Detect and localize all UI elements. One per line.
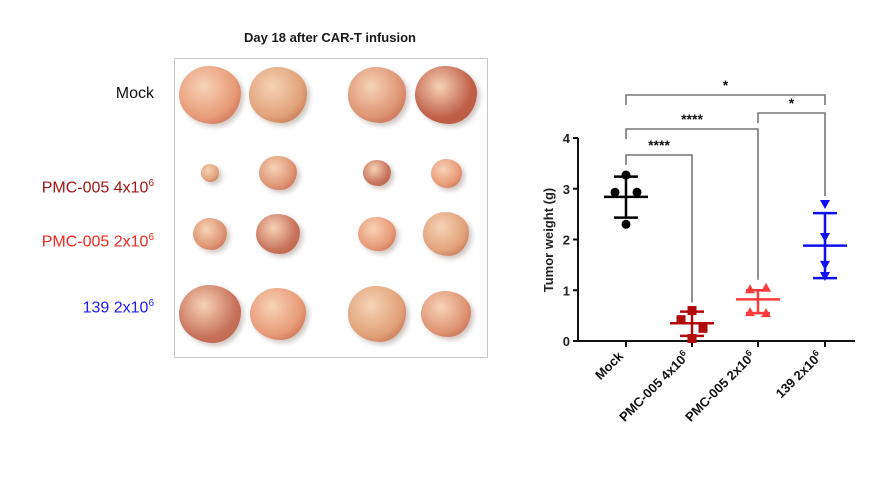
tumor-sample: [347, 286, 407, 342]
data-point: [687, 333, 697, 343]
data-point: [698, 323, 708, 333]
significance-bracket: [625, 94, 826, 105]
significance-label: ****: [681, 111, 703, 127]
data-point: [820, 199, 830, 209]
tumor-sample: [421, 290, 471, 338]
y-tick-label: 2: [563, 233, 570, 248]
x-tick-label-text: Mock: [592, 348, 627, 383]
data-point: [761, 308, 771, 318]
photo-panel-title: Day 18 after CAR-T infusion: [244, 30, 416, 45]
row-label-text: PMC-005 4x10: [41, 179, 149, 197]
tumor-sample: [363, 159, 391, 187]
y-tick-label: 3: [563, 182, 570, 197]
tumor-sample: [256, 213, 300, 255]
y-axis-label: Tumor weight (g): [541, 188, 556, 292]
tumor-sample: [250, 287, 306, 341]
x-tick-label-text: PMC-005 2x10: [682, 352, 754, 424]
data-point: [745, 284, 755, 294]
x-tick-label-superscript: 6: [810, 348, 821, 359]
x-tick-label: Mock: [592, 348, 627, 383]
tumor-sample: [347, 67, 407, 123]
row-label-text: 139 2x10: [82, 299, 149, 317]
data-point: [820, 232, 830, 242]
x-tick-label-superscript: 6: [743, 348, 754, 359]
tumor-sample: [422, 212, 470, 256]
tumor-sample: [200, 164, 220, 182]
row-label-3: 139 2x106: [83, 298, 154, 317]
significance-label: ****: [648, 137, 670, 153]
tumor-sample: [430, 158, 462, 188]
row-label-superscript: 6: [148, 298, 154, 309]
data-point: [745, 307, 755, 317]
row-label-1: PMC-005 4x106: [42, 178, 154, 197]
tumor-sample: [179, 66, 241, 124]
row-label-superscript: 6: [148, 232, 154, 243]
significance-bracket: [625, 128, 759, 280]
data-point: [676, 315, 686, 325]
tumor-sample: [192, 218, 228, 250]
row-label-text: Mock: [115, 85, 154, 102]
data-point: [621, 170, 631, 180]
y-tick-label: 0: [563, 334, 570, 349]
data-point: [687, 306, 697, 316]
tumor-sample: [259, 155, 297, 191]
x-tick-label: 139 2x106: [772, 348, 825, 401]
significance-bracket: [757, 112, 826, 196]
tumor-photo: [174, 58, 488, 358]
row-label-2: PMC-005 2x106: [42, 232, 154, 251]
data-point: [621, 219, 631, 229]
row-label-0: Mock: [116, 85, 154, 103]
x-tick-label: PMC-005 4x106: [615, 348, 692, 425]
x-tick-label-text: 139 2x10: [773, 352, 822, 401]
x-tick-label: PMC-005 2x106: [681, 348, 758, 425]
x-tick-label-text: PMC-005 4x10: [616, 352, 688, 424]
y-tick-label: 4: [563, 131, 571, 146]
tumor-sample: [415, 66, 477, 124]
tumor-sample: [248, 67, 308, 123]
x-tick-label-superscript: 6: [677, 348, 688, 359]
data-point: [820, 260, 830, 270]
row-label-superscript: 6: [148, 178, 154, 189]
tumor-sample: [358, 216, 396, 252]
y-tick-label: 1: [563, 283, 570, 298]
data-point: [632, 187, 642, 197]
significance-bracket: [625, 154, 693, 303]
significance-label: *: [789, 95, 795, 111]
data-point: [610, 187, 620, 197]
data-point: [761, 282, 771, 292]
row-label-text: PMC-005 2x10: [41, 233, 149, 251]
tumor-sample: [179, 285, 241, 343]
data-point: [820, 272, 830, 282]
significance-label: *: [723, 77, 729, 93]
